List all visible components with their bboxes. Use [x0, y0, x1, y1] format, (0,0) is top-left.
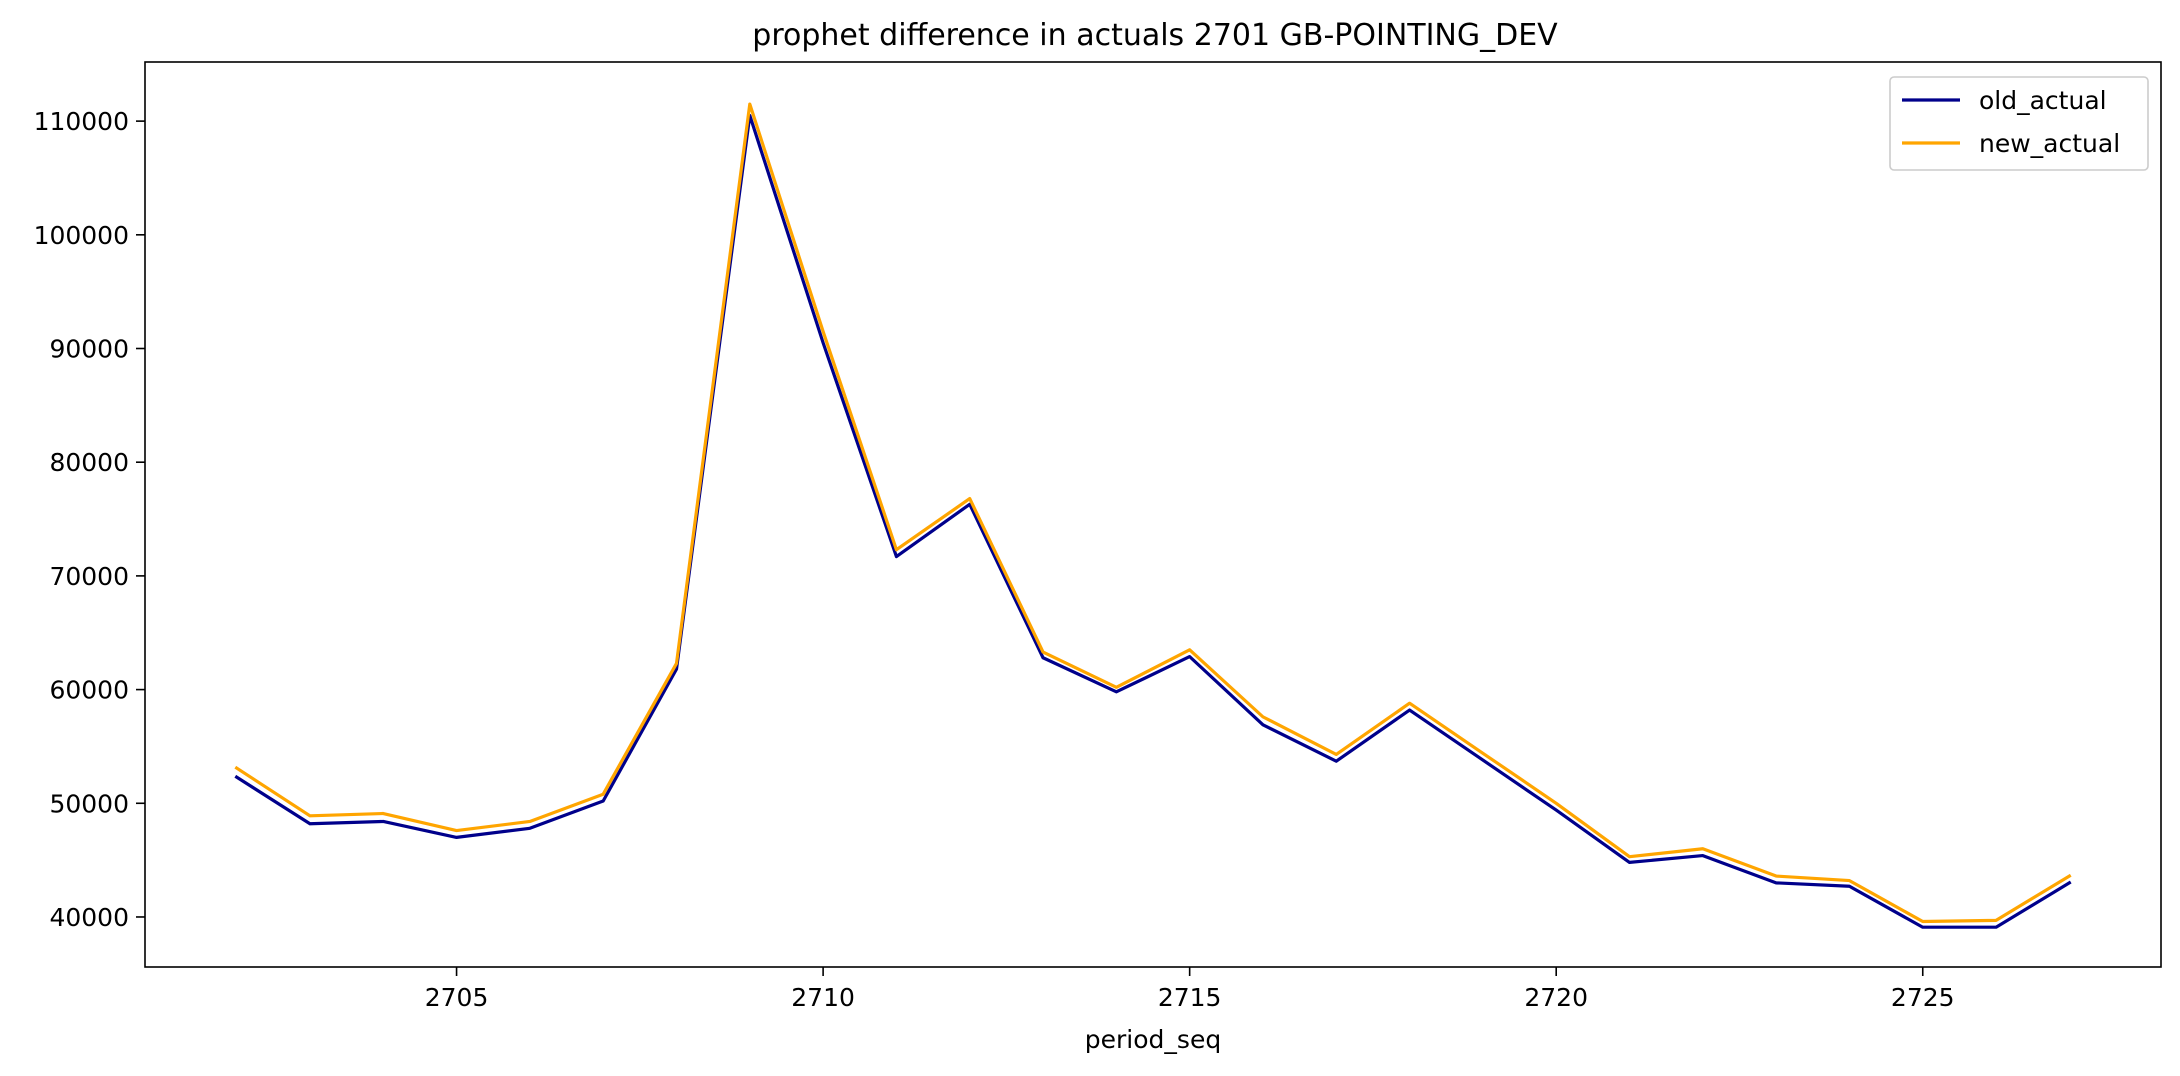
- series-line-new-actual: [234, 102, 2072, 924]
- y-tick-label: 80000: [49, 448, 129, 477]
- y-tick-label: 50000: [49, 789, 129, 818]
- chart-title: prophet difference in actuals 2701 GB-PO…: [752, 18, 1558, 53]
- legend-label-old-actual: old_actual: [1979, 86, 2107, 115]
- series-layer: [234, 102, 2072, 929]
- legend: old_actual new_actual: [1889, 76, 2149, 171]
- y-axis: 40000 50000 60000 70000 80000 90000 100000 1100…: [34, 107, 145, 932]
- y-tick-label: 100000: [34, 221, 129, 250]
- y-tick-label: 70000: [49, 562, 129, 591]
- y-tick-label: 60000: [49, 676, 129, 705]
- x-axis-title: period_seq: [1085, 1025, 1221, 1054]
- x-tick-label: 2710: [791, 983, 855, 1012]
- x-tick-label: 2725: [1891, 983, 1955, 1012]
- series-line-old-actual: [234, 113, 2072, 929]
- y-tick-label: 90000: [49, 335, 129, 364]
- legend-label-new-actual: new_actual: [1979, 129, 2120, 158]
- y-tick-label: 40000: [49, 903, 129, 932]
- x-tick-label: 2715: [1158, 983, 1222, 1012]
- x-tick-label: 2705: [425, 983, 489, 1012]
- y-tick-label: 110000: [34, 107, 129, 136]
- plot-area: [144, 61, 2162, 968]
- x-axis: 2705 2710 2715 2720 2725: [425, 967, 1955, 1012]
- x-tick-label: 2720: [1524, 983, 1588, 1012]
